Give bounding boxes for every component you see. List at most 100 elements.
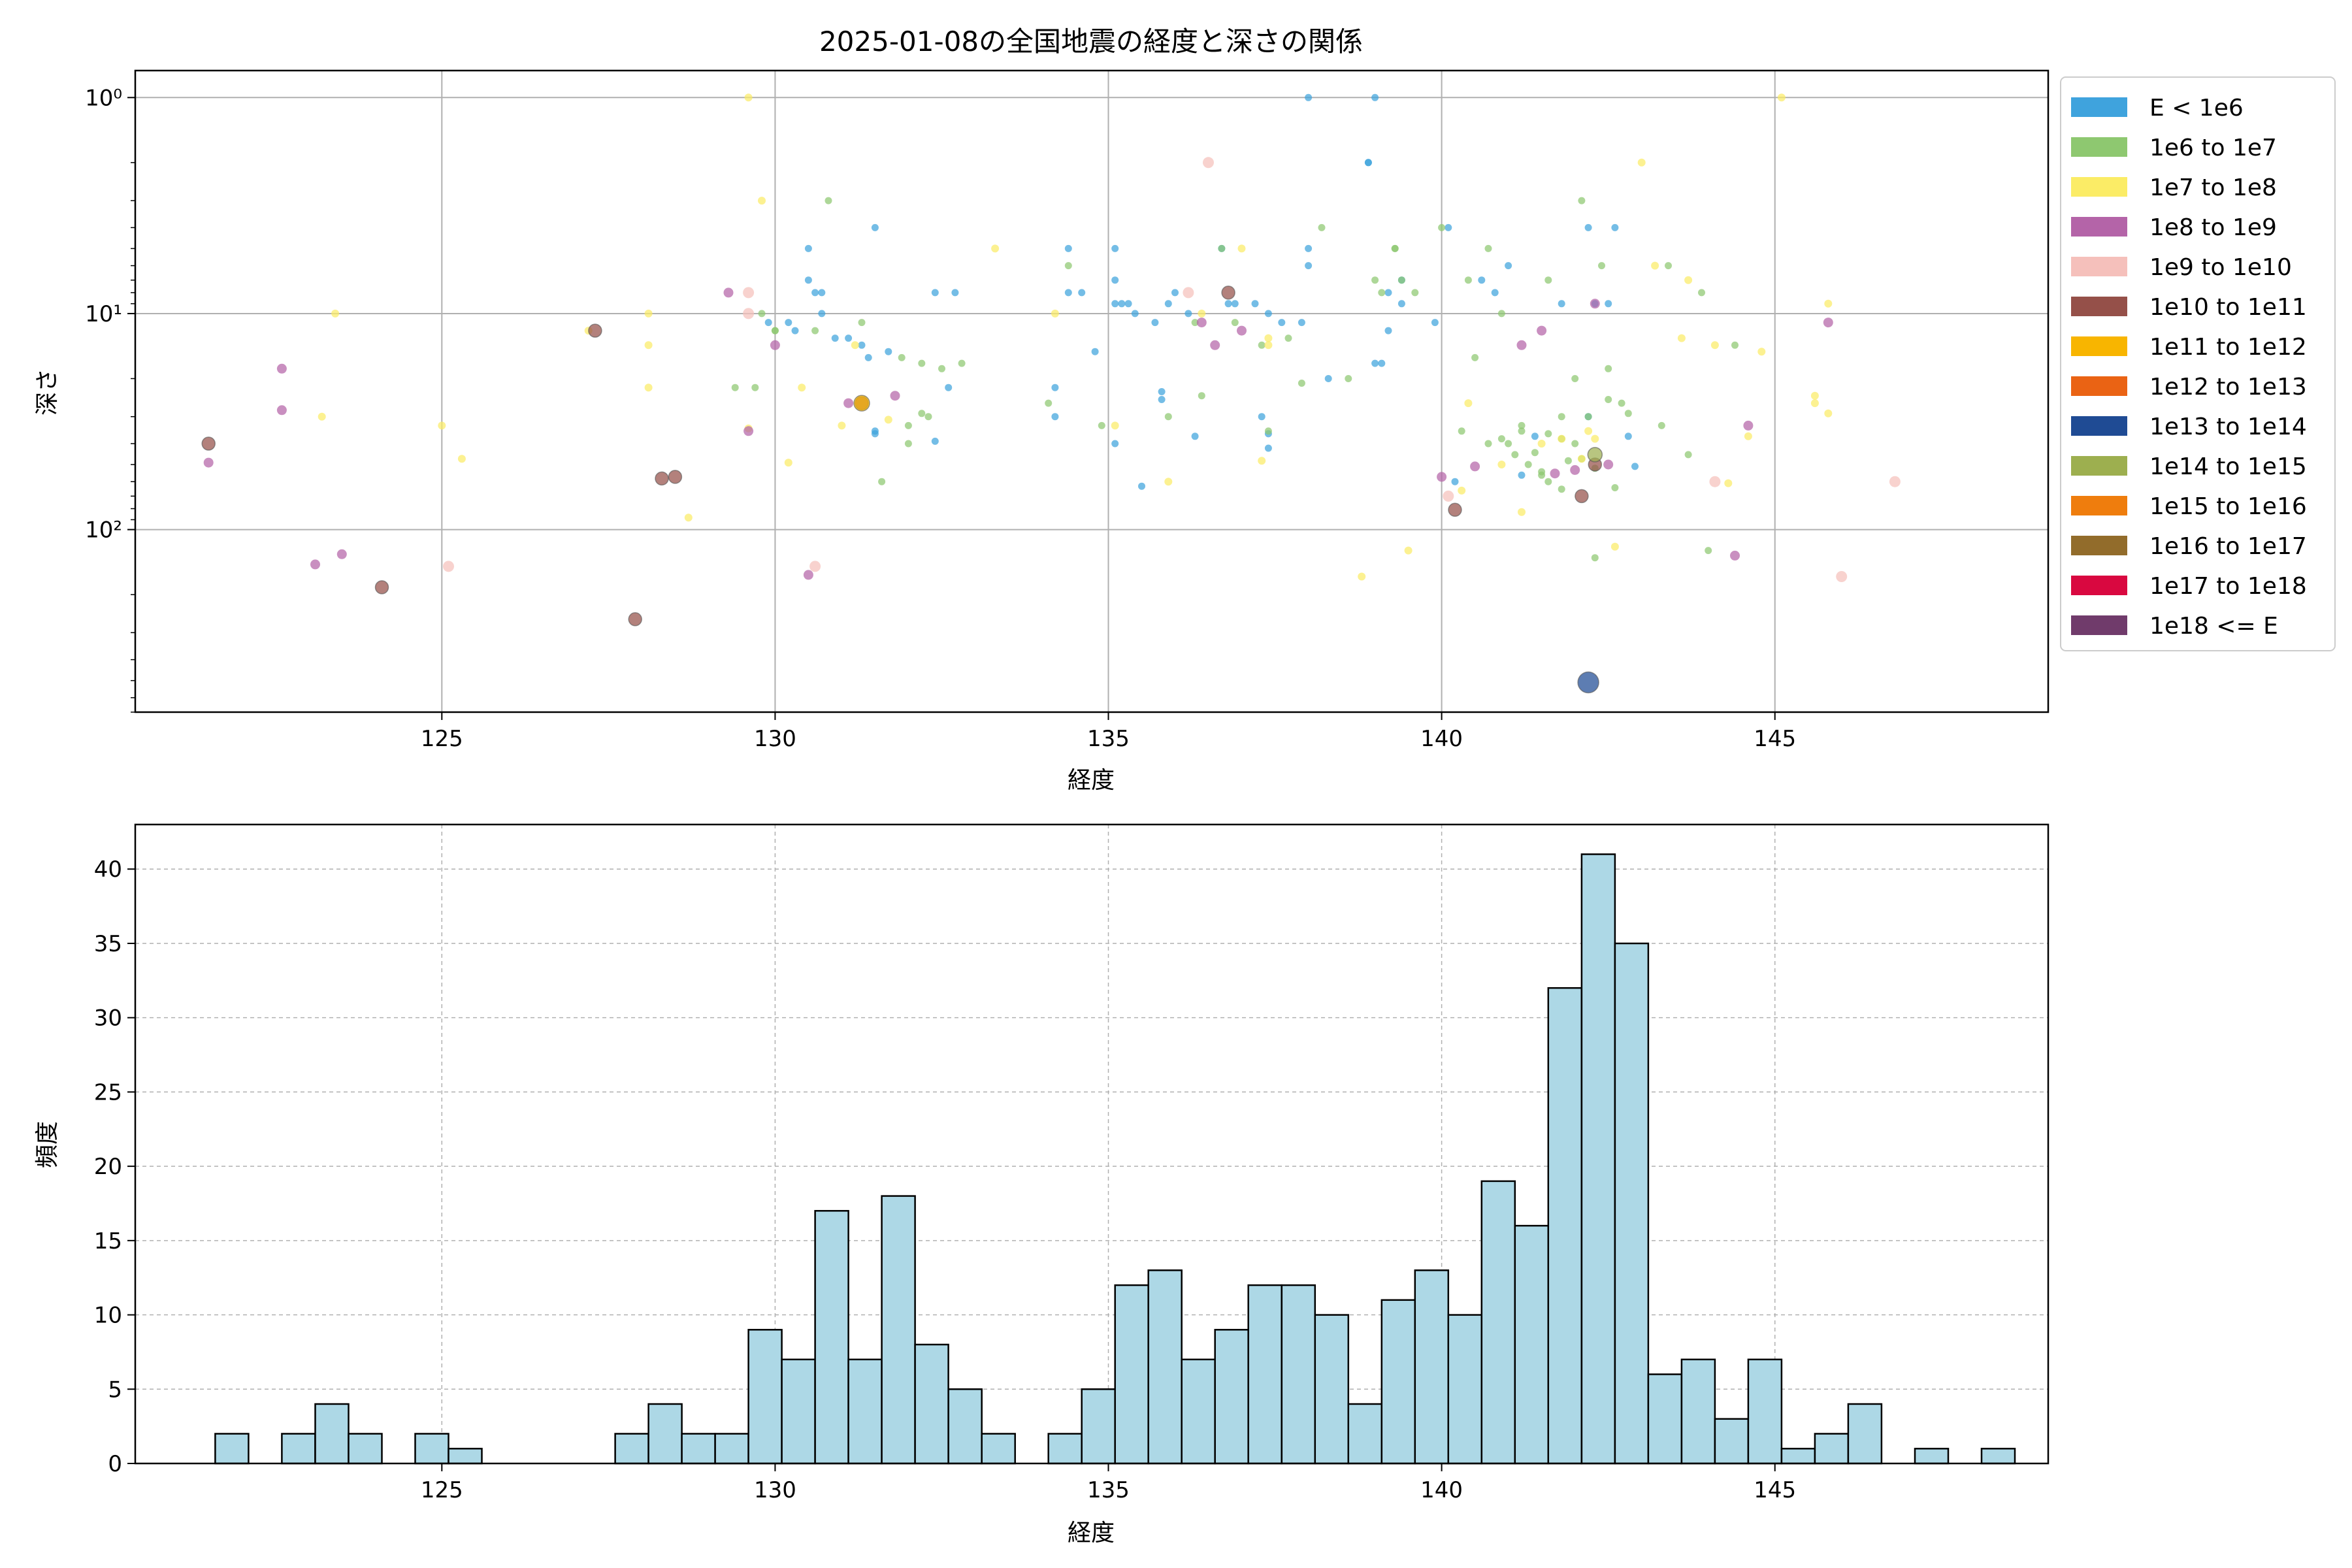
histogram-ytick-label: 25 — [94, 1079, 122, 1105]
scatter-point — [803, 570, 813, 580]
histogram-bar — [414, 1433, 449, 1465]
histogram-bar — [1147, 1269, 1183, 1465]
histogram-bar — [1347, 1403, 1383, 1465]
scatter-point — [845, 335, 853, 342]
scatter-point — [310, 559, 320, 570]
scatter-point — [1516, 340, 1527, 350]
scatter-point — [1464, 399, 1473, 408]
scatter-point — [1264, 427, 1272, 435]
histogram-bar — [781, 1358, 816, 1465]
scatter-point — [1164, 478, 1173, 486]
scatter-point — [1705, 547, 1712, 555]
histogram-bar — [1081, 1388, 1116, 1465]
scatter-point — [1064, 289, 1072, 297]
histogram-bar — [1247, 1284, 1282, 1465]
scatter-point — [276, 405, 287, 416]
histogram-bar — [1181, 1358, 1216, 1465]
legend-swatch — [2071, 456, 2127, 476]
scatter-point — [1438, 223, 1446, 231]
scatter-point — [884, 416, 892, 424]
scatter-point — [1198, 392, 1205, 400]
scatter-point — [1730, 550, 1740, 561]
scatter-point — [1544, 478, 1552, 485]
histogram-bar — [947, 1388, 983, 1465]
scatter-point — [588, 323, 602, 338]
histogram-bar — [1414, 1269, 1450, 1465]
legend-label: 1e17 to 1e18 — [2149, 573, 2307, 600]
histogram-bar — [1680, 1358, 1716, 1465]
legend-label: 1e16 to 1e17 — [2149, 533, 2307, 560]
scatter-point — [1603, 459, 1614, 470]
scatter-point — [858, 319, 866, 327]
legend-swatch — [2071, 97, 2127, 117]
histogram-bar — [1380, 1299, 1416, 1465]
legend-swatch — [2071, 416, 2127, 436]
scatter-point — [1437, 472, 1447, 482]
scatter-point — [731, 384, 739, 391]
scatter-point — [1518, 427, 1526, 435]
scatter-ytick-label: 10¹ — [85, 301, 122, 327]
scatter-point — [1544, 276, 1552, 284]
legend-label: 1e14 to 1e15 — [2149, 453, 2307, 480]
scatter-point — [1709, 476, 1721, 487]
scatter-point — [1677, 334, 1686, 342]
scatter-title: 2025-01-08の全国地震の経度と深さの関係 — [819, 25, 1363, 57]
scatter-point — [878, 478, 886, 485]
scatter-point — [1584, 413, 1592, 421]
scatter-point — [1237, 325, 1247, 336]
scatter-point — [1836, 571, 1848, 582]
scatter-point — [1458, 486, 1466, 495]
scatter-point — [1445, 223, 1452, 231]
scatter-point — [744, 93, 753, 102]
legend-label: 1e11 to 1e12 — [2149, 334, 2307, 361]
scatter-point — [1777, 93, 1786, 102]
scatter-point — [1064, 244, 1072, 252]
scatter-point — [843, 398, 854, 408]
histogram-bar — [1314, 1314, 1350, 1465]
scatter-point — [890, 391, 900, 401]
histogram-bar — [1780, 1448, 1816, 1465]
scatter-point — [1158, 396, 1166, 403]
scatter-point — [1518, 421, 1526, 429]
scatter-grid — [135, 71, 2048, 712]
scatter-point — [1575, 489, 1589, 504]
scatter-point — [1305, 244, 1313, 252]
scatter-point — [1605, 396, 1612, 403]
scatter-point — [864, 353, 872, 361]
legend-swatch — [2071, 536, 2127, 555]
legend-swatch — [2071, 257, 2127, 276]
scatter-point — [1578, 197, 1586, 204]
scatter-point — [1231, 300, 1239, 308]
histogram-bar — [1214, 1329, 1249, 1465]
scatter-point — [1458, 427, 1465, 435]
scatter-point — [1221, 286, 1235, 300]
scatter-point — [1324, 375, 1332, 382]
scatter-point — [1111, 421, 1119, 430]
legend-label: 1e10 to 1e11 — [2149, 294, 2307, 321]
scatter-point — [1131, 310, 1139, 318]
scatter-point — [924, 413, 932, 421]
scatter-point — [1397, 300, 1405, 308]
scatter-point — [1505, 262, 1512, 270]
scatter-point — [1191, 433, 1199, 440]
scatter-point — [1203, 157, 1214, 169]
scatter-point — [1731, 341, 1739, 349]
scatter-point — [1371, 276, 1379, 284]
histogram-bar — [281, 1433, 316, 1465]
scatter-point — [1591, 554, 1599, 562]
histogram-plot-frame — [134, 823, 2050, 1465]
scatter-point — [1305, 93, 1313, 101]
scatter-xtick-label: 140 — [1420, 726, 1463, 752]
scatter-point — [1577, 455, 1586, 463]
scatter-point — [1371, 93, 1379, 101]
scatter-point — [1138, 482, 1145, 490]
scatter-point — [743, 287, 755, 299]
scatter-point — [1484, 244, 1492, 252]
scatter-point — [1571, 375, 1579, 382]
scatter-point — [1078, 289, 1086, 297]
scatter-point — [1624, 433, 1632, 440]
scatter-point — [1537, 325, 1547, 336]
scatter-point — [1491, 289, 1499, 297]
scatter-point — [871, 223, 879, 231]
scatter-point — [885, 348, 892, 355]
